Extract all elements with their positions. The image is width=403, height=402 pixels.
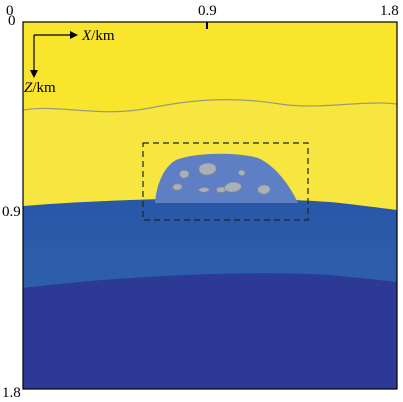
inclusion [215, 186, 227, 193]
dashed-region-box [142, 142, 309, 221]
inclusion [198, 162, 217, 176]
inclusion [223, 181, 242, 193]
inclusion [178, 169, 190, 179]
axis-indicator [30, 31, 78, 78]
inclusion [257, 184, 271, 195]
inclusion [198, 187, 210, 193]
inclusion [172, 183, 183, 191]
inclusion [237, 169, 246, 176]
z-tick-1.8: 1.8 [2, 385, 21, 401]
x-tick-0.9: 0.9 [198, 3, 217, 19]
inclusions [172, 162, 271, 195]
x-tick-1.8: 1.8 [380, 3, 399, 19]
lower-layer [23, 273, 397, 389]
x-axis-label: X/km [81, 28, 115, 44]
z-tick-0.9: 0.9 [2, 204, 21, 220]
z-axis-label: Z/km [24, 80, 56, 96]
z-tick-0: 0 [8, 13, 16, 29]
shallow-horizon [23, 99, 397, 113]
model-frame [22, 21, 398, 390]
x-tick-0: 0 [6, 3, 14, 19]
